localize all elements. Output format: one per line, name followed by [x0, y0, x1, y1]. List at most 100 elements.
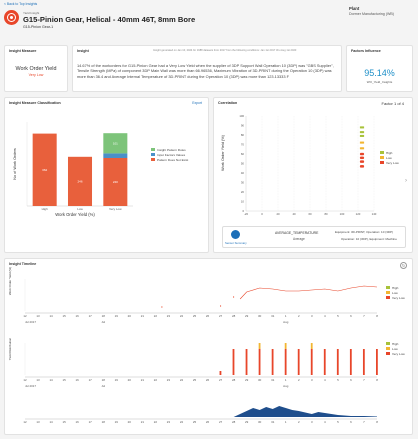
timeline-day-label: 5 — [337, 420, 339, 424]
scatter-y-tick: 100 — [239, 114, 244, 118]
scatter-x-tick: -20 — [244, 212, 248, 216]
legend-swatch — [386, 290, 390, 295]
timeline-day-label: 24 — [180, 420, 184, 424]
classification-title: Insight Measure Classification — [9, 101, 61, 105]
timeline-day-label: 7 — [363, 420, 365, 424]
timeline-day-label: 7 — [363, 314, 365, 318]
scatter-y-tick: 10 — [241, 200, 245, 204]
scatter-point-high — [361, 126, 365, 129]
timeline-day-label: 3 — [311, 420, 313, 424]
refresh-button[interactable]: ↻ — [400, 262, 407, 269]
plant-value: Dormer Manufacturing (WB) — [349, 12, 394, 16]
timeline-day-label: 28 — [232, 314, 236, 318]
back-link[interactable]: < Back to Top Insights — [4, 2, 38, 6]
operation-text: Operation: 10 (3DP), Equipment: Machine — [341, 237, 397, 241]
timeline-day-label: 8 — [376, 420, 378, 424]
factor-summary: Sensor Summary AVERAGE_TEMPERATURE Avera… — [222, 226, 406, 248]
timeline-day-label: 1 — [285, 420, 287, 424]
legend-item-low[interactable]: Low — [380, 155, 399, 160]
legend-item-high[interactable]: High — [380, 150, 399, 155]
timeline-day-label: 8 — [376, 378, 378, 382]
legend-swatch — [151, 152, 155, 157]
scatter-point-low — [359, 147, 363, 150]
legend-item-very-low[interactable]: Very Low — [386, 295, 405, 300]
bar-data-label: 240 — [113, 180, 118, 184]
timeline-day-label: 22 — [154, 420, 158, 424]
scatter-y-tick: 90 — [241, 124, 245, 128]
legend-swatch — [380, 150, 384, 155]
timeline-day-label: 4 — [324, 314, 326, 318]
scatter-x-tick: 40 — [292, 212, 296, 216]
timeline-dist-bar — [232, 349, 235, 375]
timeline-day-label: 29 — [245, 378, 249, 382]
plant-label: Plant — [349, 6, 360, 11]
timeline-dist-bar — [284, 349, 287, 375]
insight-measure-card: Insight Measure Work Order Yield Very Lo… — [4, 45, 68, 92]
scatter-x-tick: 60 — [308, 212, 312, 216]
scatter-x-tick: 140 — [372, 212, 377, 216]
legend-swatch — [386, 341, 390, 346]
timeline-row1-label: Work Order Yield (%) — [8, 267, 12, 295]
timeline-day-label: 6 — [350, 420, 352, 424]
classification-card: Insight Measure Classification Export No… — [4, 97, 209, 253]
timeline-day-label: 13 — [36, 378, 40, 382]
timeline-day-label: 24 — [180, 314, 184, 318]
scatter-point-very-low — [361, 165, 365, 168]
scatter-point-high — [359, 131, 363, 134]
legend-item-high[interactable]: High — [386, 341, 405, 346]
legend-swatch — [386, 295, 390, 300]
timeline-day-label: 15 — [63, 420, 67, 424]
timeline-day-label: 21 — [141, 314, 145, 318]
timeline-day-label: 14 — [49, 420, 53, 424]
bar-data-label: 362 — [42, 168, 47, 172]
scatter-y-tick: 20 — [241, 190, 245, 194]
legend-swatch — [386, 346, 390, 351]
legend-swatch — [151, 147, 155, 152]
timeline-day-label: 1 — [285, 314, 287, 318]
legend-item-low[interactable]: Low — [386, 290, 405, 295]
timeline-day-label: 23 — [167, 314, 171, 318]
legend-item-high[interactable]: High — [386, 285, 405, 290]
timeline-day-label: 26 — [206, 314, 210, 318]
timeline-title: Insight Timeline — [9, 262, 37, 266]
legend-item-input-factors[interactable]: Input Factors Values — [151, 152, 188, 157]
legend-label: Pattern Does Not Exist — [157, 157, 189, 162]
timeline-area — [233, 406, 377, 417]
sensor-summary-label[interactable]: Sensor Summary — [225, 241, 247, 245]
scatter-point-low — [361, 147, 365, 150]
export-link[interactable]: Export — [192, 101, 202, 105]
legend-item-very-low[interactable]: Very Low — [386, 351, 405, 356]
timeline-day-label: 15 — [63, 314, 67, 318]
timeline-day-label: 27 — [219, 420, 223, 424]
classification-chart: No of Work Orders Work Order Yield (%) 3… — [13, 122, 133, 217]
timeline-dist-bar — [219, 371, 222, 375]
factor-stat: Average — [293, 237, 305, 241]
insight-body: 14.67% of the workorders for G15-Pinion … — [77, 63, 334, 79]
legend-item-pattern-not-exist[interactable]: Pattern Does Not Exist — [151, 157, 188, 162]
timeline-chart: Work Order Yield (%) Yield Distribution … — [8, 267, 378, 424]
legend-label: High — [392, 341, 399, 346]
sensor-icon[interactable] — [231, 230, 240, 239]
insight-title: Insight — [77, 49, 89, 53]
timeline-day-label: 6 — [350, 378, 352, 382]
timeline-day-label: 2 — [298, 378, 300, 382]
timeline-day-label: 2 — [298, 314, 300, 318]
insight-metric: Work Order Yield — [15, 66, 57, 72]
timeline-dist-bar — [376, 349, 378, 375]
timeline-day-label: 28 — [232, 378, 236, 382]
factor-nav[interactable]: Factor 1 of 4 — [381, 101, 404, 106]
next-factor-button[interactable]: › — [405, 178, 407, 184]
timeline-day-label: 21 — [141, 420, 145, 424]
timeline-yield-line — [239, 285, 378, 300]
timeline-day-label: 20 — [128, 314, 132, 318]
timeline-day-label: 5 — [337, 378, 339, 382]
timeline-day-label: 30 — [258, 420, 262, 424]
legend-item-pattern-rules[interactable]: Insight Pattern Rules — [151, 147, 188, 152]
timeline-day-label: 25 — [193, 420, 197, 424]
timeline-legend-2: High Low Very Low — [386, 341, 405, 356]
timeline-dist-bar — [310, 349, 313, 375]
legend-item-low[interactable]: Low — [386, 346, 405, 351]
legend-item-very-low[interactable]: Very Low — [380, 160, 399, 165]
timeline-day-label: 12 — [23, 314, 27, 318]
scatter-point-high — [359, 134, 363, 137]
